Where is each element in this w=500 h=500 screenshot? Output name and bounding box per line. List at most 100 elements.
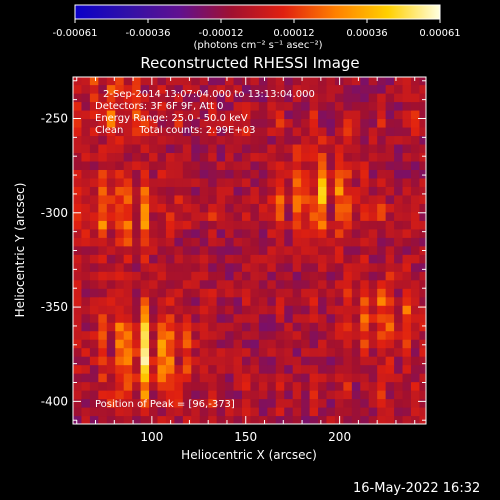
heatmap-cell	[326, 237, 336, 247]
heatmap-cell	[343, 279, 353, 289]
heatmap-cell	[402, 143, 412, 154]
heatmap-cell	[292, 143, 302, 154]
heatmap-cell	[132, 407, 142, 417]
heatmap-cell	[81, 339, 91, 349]
heatmap-cell	[165, 279, 175, 289]
heatmap-cell	[225, 373, 235, 383]
heatmap-cell	[106, 194, 116, 204]
heatmap-cell	[402, 398, 412, 408]
heatmap-cell	[81, 126, 91, 137]
heatmap-cell	[334, 356, 344, 366]
heatmap-cell	[199, 84, 209, 94]
heatmap-cell	[410, 118, 420, 128]
heatmap-cell	[132, 381, 142, 391]
heatmap-cell	[250, 143, 260, 154]
heatmap-cell	[402, 77, 412, 86]
heatmap-cell	[89, 135, 99, 145]
heatmap-cell	[115, 339, 125, 349]
heatmap-cell	[368, 77, 378, 86]
heatmap-cell	[241, 93, 251, 103]
heatmap-cell	[360, 93, 370, 103]
heatmap-cell	[115, 169, 125, 179]
heatmap-cell	[326, 160, 336, 170]
heatmap-cell	[157, 93, 167, 103]
heatmap-cell	[309, 305, 319, 315]
heatmap-cell	[351, 160, 361, 170]
heatmap-cell	[191, 296, 201, 306]
heatmap-cell	[394, 271, 404, 281]
footer-timestamp: 16-May-2022 16:32	[353, 481, 481, 496]
heatmap-cell	[225, 186, 235, 196]
heatmap-cell	[267, 356, 277, 366]
heatmap-cell	[377, 415, 387, 424]
heatmap-cell	[385, 262, 395, 272]
heatmap-cell	[402, 381, 412, 391]
heatmap-cell	[301, 169, 311, 179]
heatmap-cell	[149, 245, 159, 255]
heatmap-cell	[106, 330, 116, 340]
heatmap-cell	[225, 415, 235, 424]
heatmap-cell	[140, 356, 150, 366]
heatmap-cell	[250, 186, 260, 196]
heatmap-cell	[284, 322, 294, 332]
heatmap-cell	[326, 169, 336, 179]
heatmap-cell	[368, 288, 378, 298]
heatmap-cell	[368, 126, 378, 137]
heatmap-cell	[191, 262, 201, 272]
heatmap-cell	[98, 245, 108, 255]
heatmap-cell	[106, 356, 116, 366]
heatmap-cell	[351, 152, 361, 162]
heatmap-cell	[149, 330, 159, 340]
heatmap-cell	[89, 381, 99, 391]
heatmap-cell	[106, 398, 116, 408]
heatmap-cell	[250, 339, 260, 349]
heatmap-cell	[410, 305, 420, 315]
heatmap-cell	[292, 237, 302, 247]
heatmap-cell	[191, 364, 201, 374]
heatmap-cell	[98, 398, 108, 408]
heatmap-cell	[174, 407, 184, 417]
heatmap-cell	[157, 330, 167, 340]
heatmap-cell	[182, 77, 192, 86]
heatmap-cell	[208, 390, 218, 400]
heatmap-cell	[165, 330, 175, 340]
heatmap-cell	[149, 143, 159, 154]
heatmap-cell	[360, 177, 370, 187]
heatmap-cell	[394, 279, 404, 289]
heatmap-cell	[241, 126, 251, 137]
heatmap-cell	[182, 169, 192, 179]
heatmap-cell	[394, 160, 404, 170]
heatmap-cell	[284, 407, 294, 417]
heatmap-cell	[149, 262, 159, 272]
heatmap-cell	[292, 118, 302, 128]
x-tick-label: 100	[140, 430, 163, 444]
heatmap-cell	[410, 407, 420, 417]
heatmap-cell	[368, 194, 378, 204]
heatmap-cell	[419, 135, 426, 145]
heatmap-cell	[377, 152, 387, 162]
heatmap-cell	[174, 279, 184, 289]
heatmap-cell	[419, 211, 426, 221]
heatmap-cell	[410, 288, 420, 298]
heatmap-cell	[284, 245, 294, 255]
heatmap-cell	[216, 135, 226, 145]
heatmap-cell	[73, 415, 83, 424]
heatmap-cell	[233, 381, 243, 391]
heatmap-cell	[326, 313, 336, 323]
heatmap-cell	[368, 84, 378, 94]
heatmap-cell	[98, 313, 108, 323]
heatmap-cell	[334, 313, 344, 323]
heatmap-cell	[182, 330, 192, 340]
heatmap-cell	[182, 296, 192, 306]
heatmap-cell	[165, 254, 175, 264]
heatmap-cell	[216, 279, 226, 289]
heatmap-cell	[377, 245, 387, 255]
heatmap-cell	[191, 279, 201, 289]
heatmap-cell	[275, 407, 285, 417]
heatmap-cell	[309, 160, 319, 170]
heatmap-cell	[301, 364, 311, 374]
heatmap-cell	[132, 390, 142, 400]
heatmap-cell	[233, 415, 243, 424]
heatmap-cell	[326, 407, 336, 417]
heatmap-cell	[73, 203, 83, 213]
